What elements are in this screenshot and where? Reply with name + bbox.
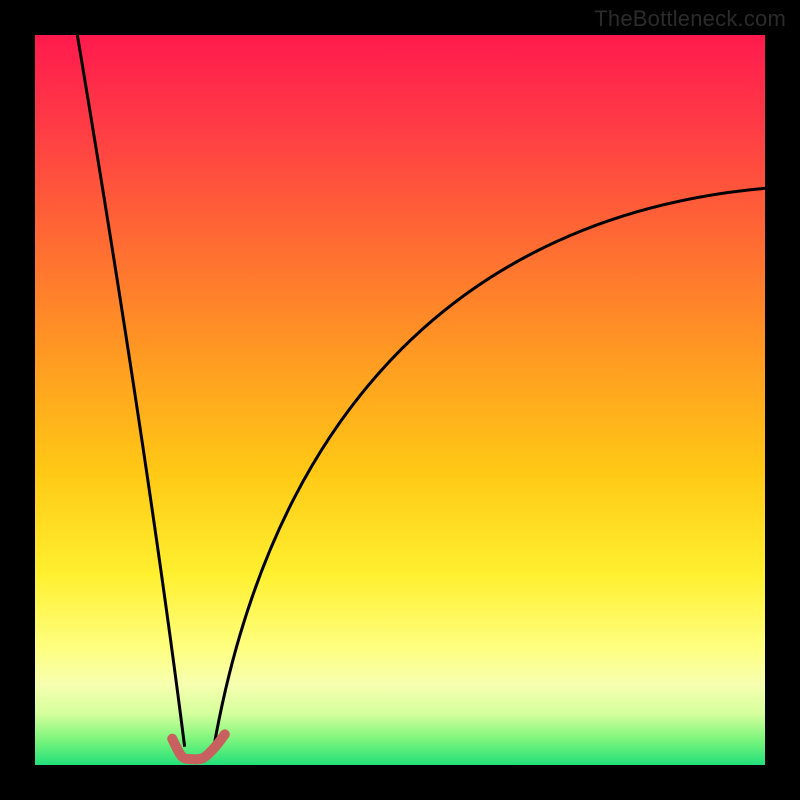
gradient-background	[35, 35, 765, 765]
plot-area	[35, 35, 765, 765]
chart-frame: TheBottleneck.com	[0, 0, 800, 800]
chart-svg	[35, 35, 765, 765]
watermark-text: TheBottleneck.com	[594, 6, 786, 32]
